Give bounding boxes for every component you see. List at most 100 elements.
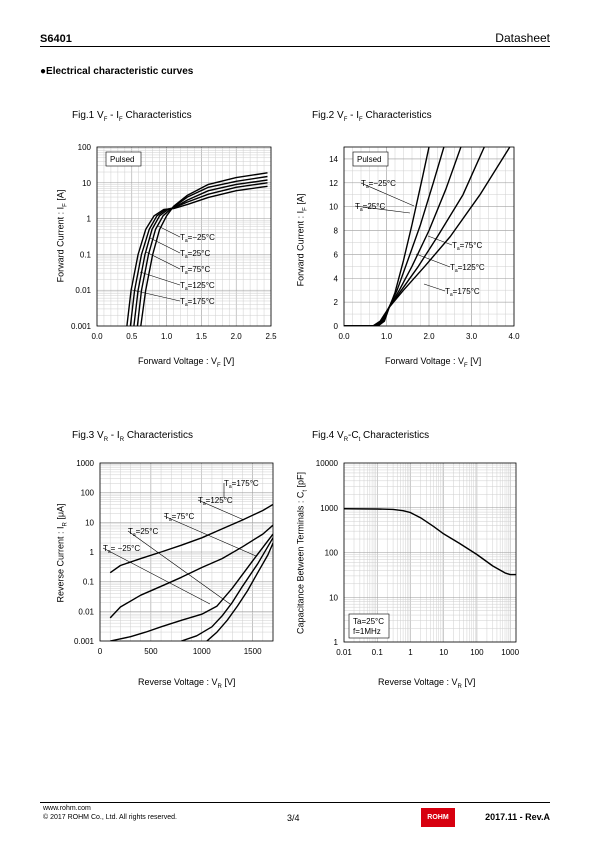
plot-frame [343,462,517,643]
fig2-temp-label-5: Ta=175°C [445,287,480,298]
fig1-xlabel: Forward Voltage : VF [V] [138,356,235,369]
fig3-xlabel: Reverse Voltage : VR [V] [138,677,236,690]
y-tick-label: 0.001 [71,322,92,331]
fig1-temp-label-2: Ta=25°C [180,249,210,260]
plot-frame [99,462,274,642]
y-tick-label: 0.1 [83,578,95,587]
fig4-title: Fig.4 VR-Ct Characteristics [312,430,430,443]
series-line-1 [344,508,516,576]
fig3-leader-line [197,499,245,521]
fig3-title: Fig.3 VR - IR Characteristics [72,430,193,443]
fig2-leader-line [354,205,411,214]
y-tick-label: 10 [329,203,338,212]
x-tick-label: 1 [408,648,413,657]
section-title: ●Electrical characteristic curves [40,66,194,77]
fig3-temp-label-2: Ta=125°C [198,496,233,507]
x-tick-label: 3.0 [466,332,478,341]
fig2-temp-label-3: Ta=75°C [452,241,482,252]
y-tick-label: 1 [87,215,92,224]
condition-box-text: Ta=25°C [353,617,384,626]
fig2-temp-label-1: Ta=−25°C [361,179,396,190]
y-tick-label: 1 [334,638,339,647]
fig1-temp-label-4: Ta=125°C [180,281,215,292]
chart-2: 0.0 1.0 2.0 3.0 4.0 0 2 4 6 8 10 12 14 Pulsed [329,146,520,341]
pulsed-box [352,151,389,167]
fig1-leader-line [149,237,181,254]
y-tick-label: 6 [334,250,339,259]
series-line-3 [344,147,462,326]
fig1-leader-line [157,225,181,238]
fig3-temp-label-5: Ta= −25°C [103,544,140,555]
pulsed-box-text: Pulsed [110,155,134,164]
fig1-temp-label-5: Ta=175°C [180,297,215,308]
fig3-temp-label-4: Ta=25°C [128,527,158,538]
footer-rule [40,802,550,803]
condition-box-text: f=1MHz [353,627,381,636]
series-line-3 [110,533,273,641]
fig2-leader-line [360,182,415,207]
y-tick-label: 10000 [316,459,339,468]
y-tick-label: 0.001 [74,637,95,646]
fig3-leader-line [127,530,231,605]
chart-3-grid [99,463,274,642]
revision: 2017.11 - Rev.A [485,812,550,822]
series-line-4 [344,147,485,326]
fig2-temp-label-4: Ta=125°C [450,263,485,274]
x-tick-label: 500 [144,647,158,656]
y-tick-label: 1 [90,548,95,557]
fig2-leader-line [415,253,451,268]
fig3-leader-line [163,515,257,557]
fig1-leader-line [139,271,181,286]
x-tick-label: 0 [98,647,103,656]
series-line-5 [344,147,511,326]
x-tick-label: 10 [439,648,448,657]
x-tick-label: 0.1 [372,648,384,657]
series-line-5 [126,185,268,326]
y-tick-label: 10 [85,518,94,527]
x-tick-label: 1.0 [161,332,173,341]
fig1-leader-line [131,289,181,302]
page-number: 3/4 [287,813,300,823]
x-tick-label: 100 [470,648,484,657]
y-tick-label: 100 [78,143,92,152]
chart-1: 0.0 0.5 1.0 1.5 2.0 2.5 0.001 0.01 0.1 1 10 100 Puls… [71,143,277,341]
rohm-logo: ROHM [421,808,455,827]
fig4-xlabel: Reverse Voltage : VR [V] [378,677,476,690]
y-tick-label: 1000 [76,459,94,468]
series-line-2 [109,524,273,619]
y-tick-label: 0 [334,322,339,331]
x-tick-label: 1.5 [196,332,208,341]
fig3-leader-line [102,547,211,605]
doc-type: Datasheet [495,31,550,45]
fig1-title: Fig.1 VF - IF Characteristics [72,110,192,123]
y-tick-label: 100 [81,489,95,498]
y-tick-label: 12 [329,179,338,188]
chart-4: 0.01 0.1 1 10 100 1000 1 10 100 1000 10000 Ta=25°Cf… [316,459,520,657]
series-line-5 [206,542,273,641]
x-tick-label: 1000 [193,647,211,656]
fig1-temp-label-3: Ta=75°C [180,265,210,276]
y-tick-label: 14 [329,155,338,164]
series-line-4 [181,537,273,641]
header-rule [40,46,550,47]
fig3-temp-label-1: Ta=175°C [224,479,259,490]
y-tick-label: 1000 [320,504,338,513]
fig2-leader-line [427,235,453,246]
y-tick-label: 10 [82,179,91,188]
x-tick-label: 0.5 [126,332,138,341]
condition-box [348,613,390,639]
fig2-leader-line [423,283,446,292]
y-tick-label: 0.01 [75,286,91,295]
fig1-temp-label-1: Ta=−25°C [180,233,215,244]
fig2-temp-label-2: Ta=25°C [355,202,385,213]
series-line-1 [140,172,268,326]
x-tick-label: 0.01 [336,648,352,657]
footer-url[interactable]: www.rohm.com [43,805,91,812]
fig2-xlabel: Forward Voltage : VF [V] [385,356,482,369]
y-tick-label: 8 [334,227,339,236]
series-line-1 [109,503,273,574]
fig3-temp-label-3: Ta=75°C [164,512,194,523]
fig2-title: Fig.2 VF - IF Characteristics [312,110,432,123]
x-tick-label: 0.0 [91,332,103,341]
